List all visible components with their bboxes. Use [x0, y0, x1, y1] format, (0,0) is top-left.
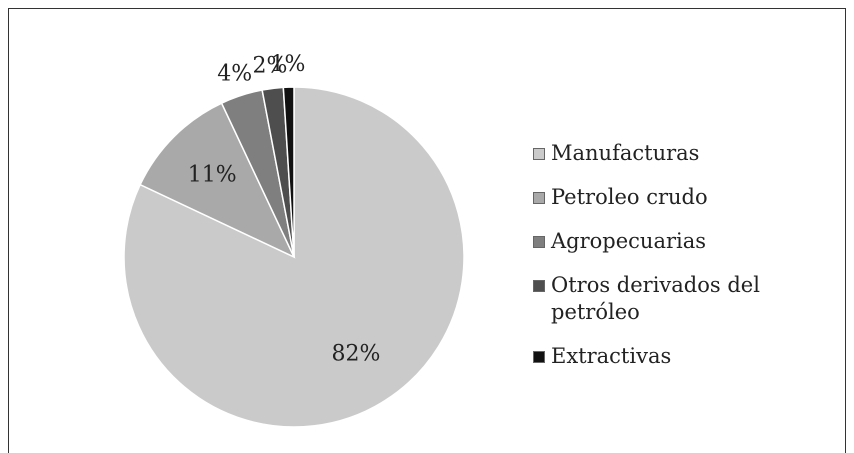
pie-slice: [139, 102, 296, 259]
legend-swatch: [533, 351, 545, 363]
data-label: 1%: [271, 52, 306, 77]
pie-slice: [282, 86, 295, 258]
chart-frame: [8, 8, 846, 453]
legend-swatch: [533, 192, 545, 204]
data-label: 2%: [252, 54, 287, 79]
legend-swatch: [533, 236, 545, 248]
legend-entry: Agropecuarias: [533, 228, 803, 255]
data-label: 4%: [217, 61, 252, 86]
legend-label: Agropecuarias: [551, 229, 707, 253]
legend-swatch: [533, 148, 545, 160]
legend-entry: Extractivas: [533, 343, 803, 370]
legend: Manufacturas Petroleo crudo Agropecuarias O…: [533, 140, 803, 387]
legend-label: Manufacturas: [551, 141, 700, 165]
data-label: 11%: [188, 162, 237, 187]
legend-label: Extractivas: [551, 344, 672, 368]
legend-label: Otros derivados del petróleo: [551, 273, 760, 324]
legend-entry: Otros derivados del petróleo: [533, 272, 803, 326]
legend-label: Petroleo crudo: [551, 185, 708, 209]
pie-slice: [123, 86, 465, 428]
data-label: 82%: [331, 342, 380, 367]
legend-swatch: [533, 280, 545, 292]
legend-entry: Petroleo crudo: [533, 184, 803, 211]
legend-entry: Manufacturas: [533, 140, 803, 167]
